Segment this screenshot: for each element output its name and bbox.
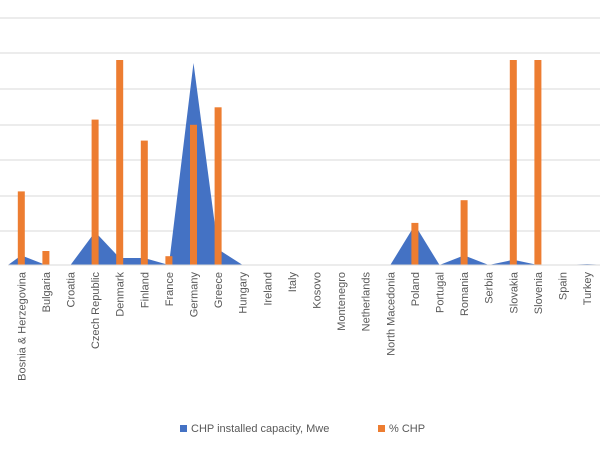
x-tick-label: Romania [459,271,471,316]
x-tick-label: Slovenia [533,271,545,314]
x-tick-label: Ireland [262,272,274,306]
x-tick-label: Kosovo [312,272,324,309]
x-tick-label: Poland [410,272,422,306]
legend: CHP installed capacity, Mwe % CHP [180,423,425,435]
bar-percent-chp [411,222,419,265]
x-tick-label: Croatia [66,271,78,307]
bar-percent-chp [91,119,99,265]
bar-percent-chp [534,60,542,265]
bar-percent-chp [509,60,517,265]
percent-bar-series [17,60,542,265]
x-tick-label: Montenegro [336,272,348,331]
legend-label-percent: % CHP [389,423,425,435]
bar-percent-chp [460,200,468,265]
x-tick-label: Slovakia [508,271,520,313]
x-tick-label: Spain [558,272,570,300]
x-tick-label: Netherlands [361,272,373,332]
bar-percent-chp [42,251,50,265]
gridlines [0,17,600,232]
x-tick-label: Italy [287,272,299,293]
bar-percent-chp [214,107,222,265]
legend-label-capacity: CHP installed capacity, Mwe [191,423,329,435]
x-tick-labels: Bosnia & Herzegovina Bulgaria Croatia Czech… [16,271,594,381]
bar-percent-chp [165,256,173,265]
legend-swatch-percent [378,425,385,432]
x-tick-label: Greece [213,272,225,308]
bar-percent-chp [116,60,124,265]
x-tick-label: Turkey [582,272,594,306]
x-tick-label: Czech Republic [90,272,102,350]
x-tick-label: Finland [139,272,151,308]
x-tick-label: Hungary [238,272,250,314]
x-tick-label: Bosnia & Herzegovina [16,271,28,381]
x-tick-label: Bulgaria [41,271,53,312]
bar-percent-chp [140,140,148,265]
x-tick-label: Germany [189,272,201,318]
x-tick-label: France [164,272,176,306]
x-tick-label: Serbia [484,271,496,304]
x-tick-label: North Macedonia [385,271,397,356]
bar-percent-chp [17,191,25,265]
x-tick-label: Denmark [115,272,127,317]
legend-swatch-capacity [180,425,187,432]
bar-percent-chp [190,124,197,265]
x-tick-label: Portugal [435,272,447,313]
